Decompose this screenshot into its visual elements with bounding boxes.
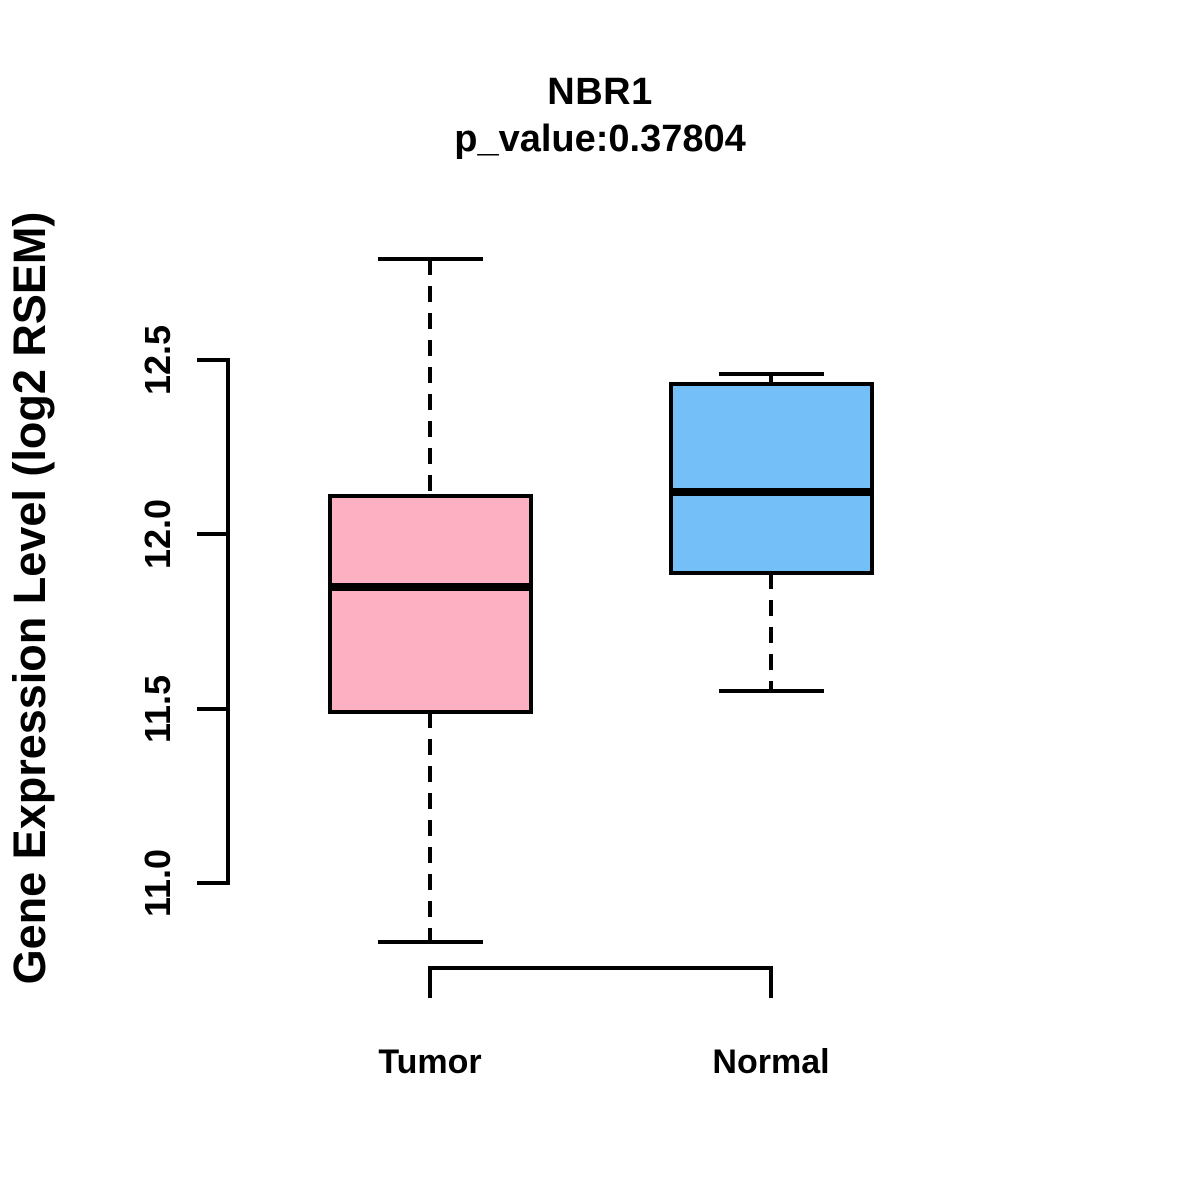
category-label-tumor: Tumor	[378, 1043, 482, 1081]
y-tick-label: 11.5	[137, 674, 178, 743]
whisker-upper-tumor	[428, 258, 432, 496]
y-tick-mark	[197, 881, 226, 885]
whisker-upper-normal	[769, 373, 773, 385]
whisker-cap-bottom-tumor	[377, 940, 483, 945]
box-tumor	[327, 493, 533, 715]
whisker-cap-bottom-normal	[718, 689, 824, 694]
whisker-cap-top-tumor	[377, 256, 483, 261]
x-axis-bracket-tick-tumor	[428, 966, 432, 998]
x-axis-bracket-tick-normal	[769, 966, 773, 998]
y-tick-label: 12.0	[137, 499, 178, 570]
median-normal	[668, 488, 874, 497]
y-tick-mark	[197, 532, 226, 537]
x-axis-bracket	[428, 966, 773, 970]
box-normal	[668, 382, 874, 575]
y-axis-line	[226, 358, 230, 885]
y-tick-label: 12.5	[137, 324, 178, 396]
chart-subtitle: p_value:0.37804	[454, 118, 746, 160]
y-tick-label: 11.0	[137, 848, 178, 918]
y-tick-mark	[197, 358, 226, 362]
whisker-cap-top-normal	[718, 371, 824, 376]
whisker-lower-tumor	[428, 712, 432, 943]
category-label-normal: Normal	[712, 1043, 830, 1081]
median-tumor	[327, 582, 533, 591]
chart-title: NBR1	[547, 71, 653, 113]
y-axis-label: Gene Expression Level (log2 RSEM)	[4, 211, 55, 985]
whisker-lower-normal	[769, 572, 773, 692]
y-tick-mark	[197, 706, 226, 711]
